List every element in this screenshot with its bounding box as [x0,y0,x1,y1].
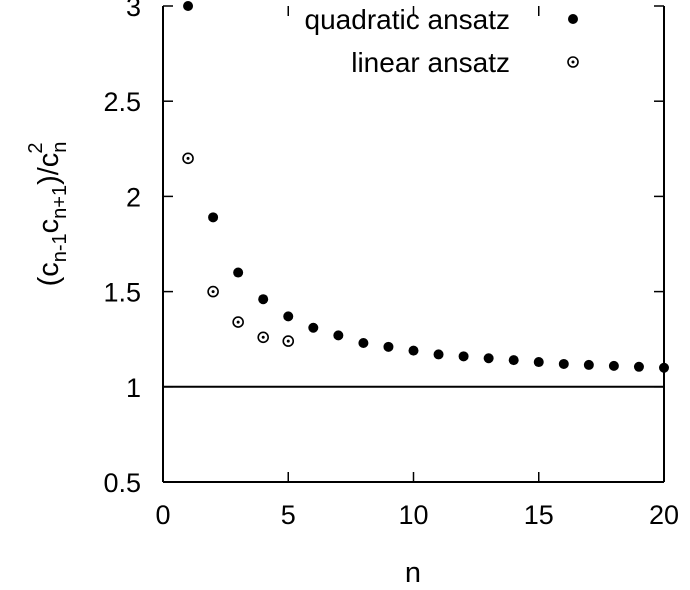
data-point [258,294,269,305]
x-axis-title: n [405,557,421,589]
y-axis-title: (cn-1cn+1)/cn2 [25,142,71,287]
data-point [433,349,444,360]
y-tick-label: 3 [126,0,141,22]
y-tick-label: 1 [126,373,141,403]
y-tick-label: 2 [126,182,141,212]
axis-ticks: 0 5 10 15 20 0.5 1 1.5 2 2.5 3 [103,0,679,530]
x-tick-label: 20 [649,500,679,530]
data-point [283,311,294,322]
data-point [282,335,295,347]
data-point [233,267,244,278]
data-point [183,1,194,11]
data-point [583,359,594,370]
data-point [533,357,544,368]
legend: quadratic ansatz linear ansatz [305,4,579,78]
data-point [508,355,519,366]
data-points [182,1,669,373]
data-point [633,361,644,372]
data-point [458,351,469,362]
x-tick-label: 0 [155,500,170,530]
x-tick-label: 5 [281,500,296,530]
legend-marker [567,56,579,68]
x-tick-label: 15 [524,500,554,530]
data-point [308,322,319,333]
y-tick-label: 1.5 [103,278,141,308]
legend-label: quadratic ansatz [305,4,510,35]
y-tick-label: 2.5 [103,87,141,117]
data-point [608,360,619,371]
data-point [182,152,194,165]
data-point [207,285,219,298]
data-point [558,358,569,369]
data-point [408,345,419,356]
data-point [257,331,270,344]
data-point [358,338,369,349]
data-point [659,362,669,373]
legend-label: linear ansatz [351,47,510,78]
y-tick-label: 0.5 [103,468,141,498]
x-tick-label: 10 [398,500,428,530]
data-point [383,341,394,352]
data-point [483,353,494,364]
data-point [333,330,344,341]
data-point [208,212,219,223]
data-point [232,316,244,328]
legend-marker [568,14,578,24]
